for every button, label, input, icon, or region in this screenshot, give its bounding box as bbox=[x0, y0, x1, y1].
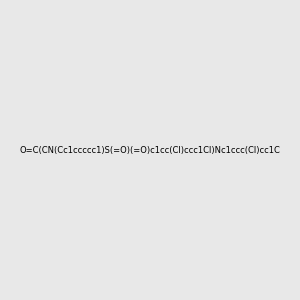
Text: O=C(CN(Cc1ccccc1)S(=O)(=O)c1cc(Cl)ccc1Cl)Nc1ccc(Cl)cc1C: O=C(CN(Cc1ccccc1)S(=O)(=O)c1cc(Cl)ccc1Cl… bbox=[20, 146, 281, 154]
